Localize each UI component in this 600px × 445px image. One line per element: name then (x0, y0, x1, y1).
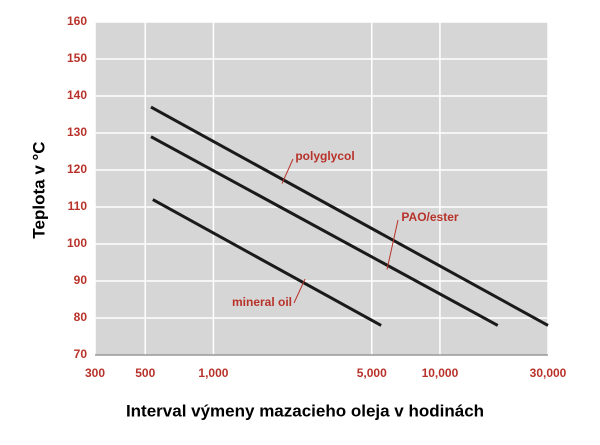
x-tick-label: 300 (85, 366, 105, 380)
plot-area (95, 22, 548, 355)
series-label: mineral oil (232, 295, 292, 309)
y-tick-label: 70 (74, 347, 88, 361)
y-axis-title: Teplota v °C (29, 141, 48, 238)
line-series (150, 135, 499, 327)
y-tick-label: 140 (67, 88, 87, 102)
y-tick-label: 150 (67, 51, 87, 65)
y-tick-label: 120 (67, 162, 87, 176)
y-tick-label: 100 (67, 236, 87, 250)
y-tick-label: 90 (74, 273, 88, 287)
line-series (150, 105, 549, 327)
series-label: polyglycol (295, 149, 354, 163)
x-tick-label: 5,000 (357, 366, 387, 380)
x-tick-label: 500 (135, 366, 155, 380)
y-tick-label: 130 (67, 125, 87, 139)
x-tick-label: 1,000 (198, 366, 228, 380)
x-tick-label: 10,000 (422, 366, 459, 380)
line-series (152, 198, 382, 327)
y-tick-label: 160 (67, 14, 87, 28)
leader-line (386, 219, 399, 270)
leader-line (281, 158, 294, 184)
x-tick-label: 30,000 (530, 366, 567, 380)
x-axis-title: Interval výmeny mazacieho oleja v hodiná… (126, 401, 484, 420)
leader-line (293, 278, 306, 304)
y-tick-label: 80 (74, 310, 88, 324)
y-tick-label: 110 (68, 199, 88, 213)
series-label: PAO/ester (401, 210, 458, 224)
